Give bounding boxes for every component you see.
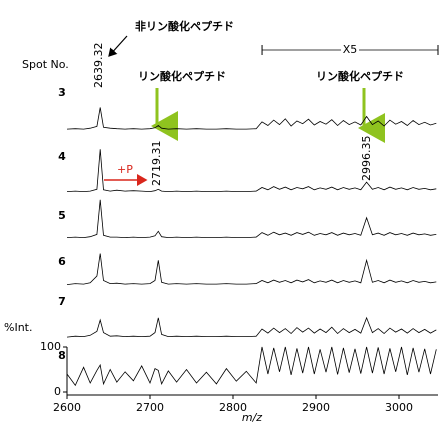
legend-title: Spot No. [22, 58, 69, 71]
spectrum [66, 316, 437, 338]
peak-label: 2719.31 [150, 141, 163, 187]
x-tick-label: 2900 [302, 401, 330, 414]
peak-label: 2639.32 [92, 43, 105, 89]
x-tick-label: 2700 [136, 401, 164, 414]
spectrum [66, 199, 437, 239]
x-axis-label: m/z [242, 411, 262, 424]
arrow [108, 35, 128, 57]
annotation: +P [117, 163, 133, 176]
y-tick-label: 0 [54, 385, 61, 398]
annotation: リン酸化ペプチド [316, 69, 404, 83]
label-bg [341, 44, 360, 56]
y-axis-label: %Int. [4, 321, 32, 334]
series-name: 8 [58, 349, 66, 362]
peak-label: 2996.35 [360, 136, 373, 182]
spectrum [66, 107, 437, 130]
x-tick-label: 2800 [219, 401, 247, 414]
zoom-label: X5 [343, 43, 358, 56]
series-name: 4 [58, 150, 66, 163]
x-tick-label: 3000 [385, 401, 413, 414]
x-tick-label: 2600 [53, 401, 81, 414]
annotation: リン酸化ペプチド [138, 69, 226, 83]
spectrum [66, 346, 437, 387]
annotation: 非リン酸化ペプチド [135, 19, 234, 33]
series-name: 7 [58, 295, 66, 308]
series-name: 6 [58, 255, 66, 268]
series-name: 5 [58, 209, 66, 222]
y-tick-label: 100 [40, 340, 61, 353]
series-name: 3 [58, 86, 66, 99]
spectrum [66, 149, 437, 193]
spectrum [66, 253, 437, 285]
